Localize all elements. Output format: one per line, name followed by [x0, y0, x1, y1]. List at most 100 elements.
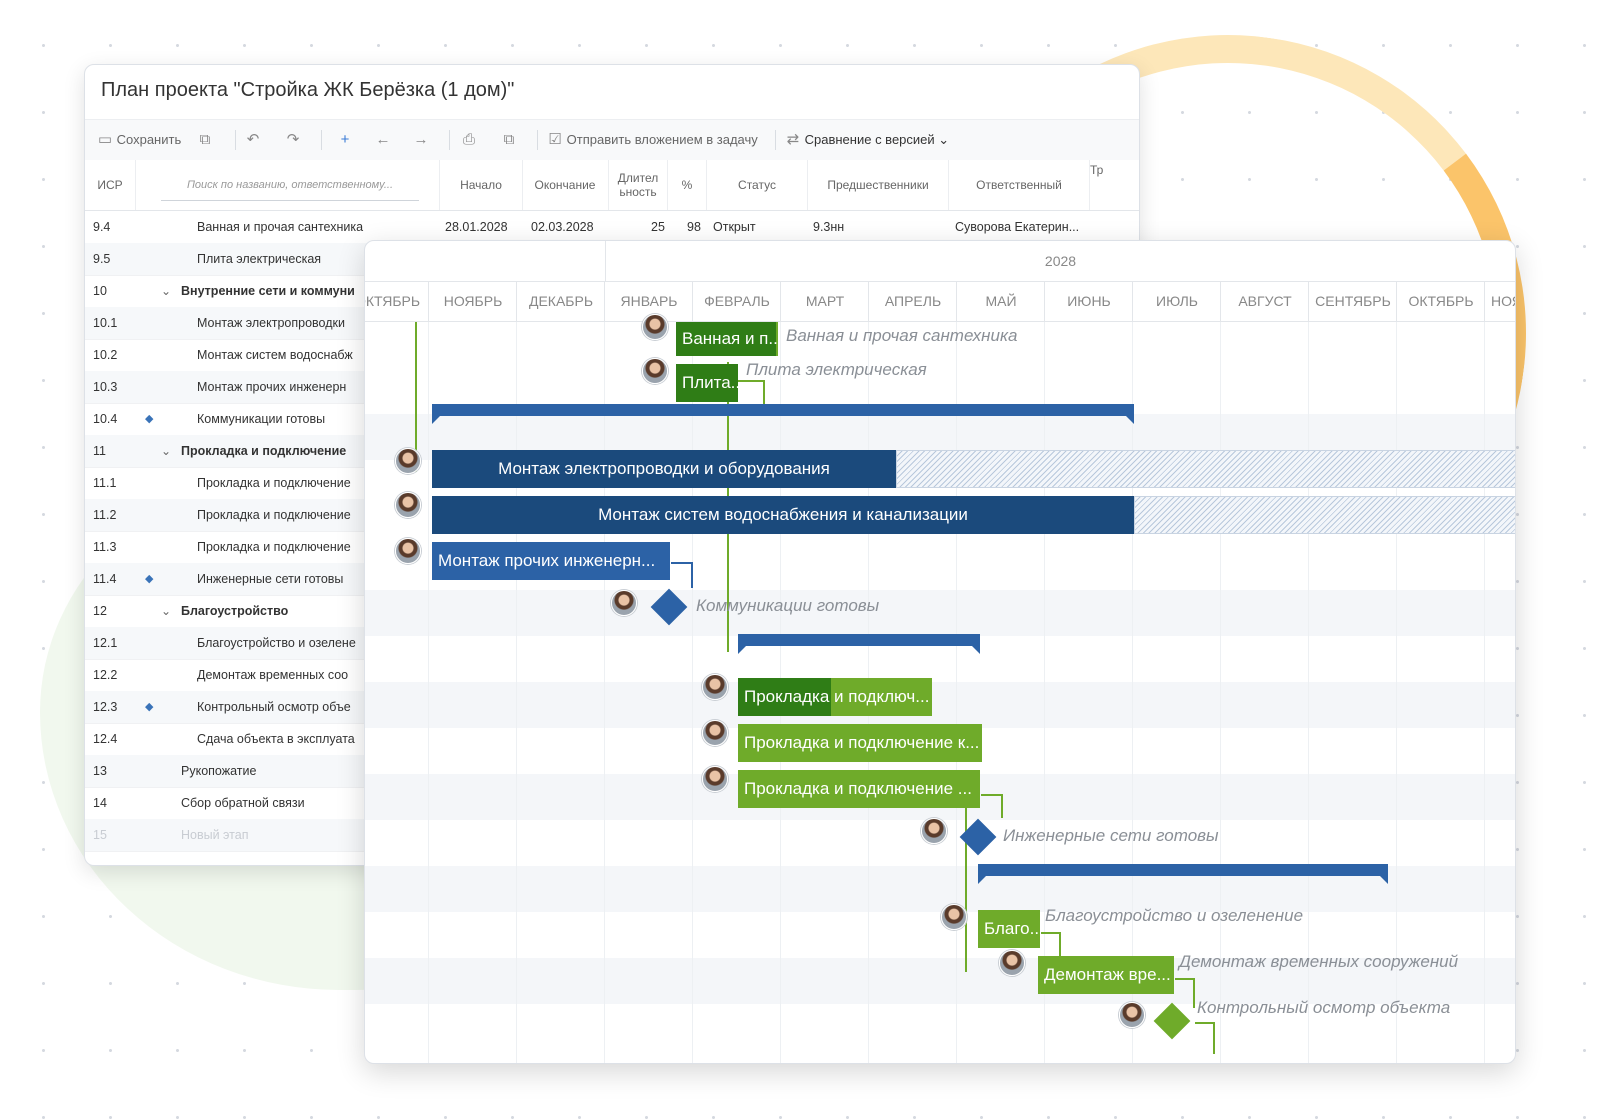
month-label: МАЙ [956, 281, 1045, 321]
gantt-task-bar[interactable]: Демонтаж вре... [1038, 956, 1174, 994]
timeline-month-header: ОКТЯБРЬ НОЯБРЬ ДЕКАБРЬ ЯНВАРЬ ФЕВРАЛЬ МА… [365, 281, 1515, 322]
task-label: Коммуникации готовы [696, 596, 880, 615]
task-label: Ванная и прочая сантехника [786, 326, 1018, 345]
save-button[interactable]: ▭ Сохранить [97, 120, 181, 160]
col-start[interactable]: Начало [439, 160, 523, 210]
month-label: ОКТЯБРЬ [365, 281, 429, 321]
compare-icon: ⇄ [786, 131, 800, 148]
avatar[interactable] [999, 950, 1025, 976]
avatar[interactable] [395, 538, 421, 564]
copy-button[interactable]: ⧉ [197, 120, 213, 160]
grid-line [956, 322, 957, 1063]
toolbar: ▭ Сохранить ⧉ ↶ ↷ + ← → ⎙ ⧉ ☑ Отправить … [85, 119, 1139, 161]
grid-line [1220, 322, 1221, 1063]
dependency-line [415, 322, 417, 472]
avatar[interactable] [395, 492, 421, 518]
export-icon: ⧉ [503, 131, 515, 148]
gantt-task-bar[interactable]: Монтаж прочих инженерн... [432, 542, 670, 580]
summary-bar[interactable] [978, 864, 1388, 884]
gantt-task-bar[interactable]: Плита... [676, 364, 738, 402]
dependency-line [1041, 932, 1061, 964]
avatar[interactable] [611, 590, 637, 616]
toolbar-divider [235, 130, 236, 150]
compare-version-dropdown[interactable]: ⇄ Сравнение с версией ⌄ [785, 120, 950, 160]
gantt-task-bar[interactable]: Прокладка и подключ... [738, 678, 932, 716]
print-button[interactable]: ⎙ [461, 120, 477, 160]
send-attachment-button[interactable]: ☑ Отправить вложением в задачу [547, 120, 758, 160]
outdent-button[interactable]: ← [375, 120, 391, 160]
milestone-diamond[interactable] [1153, 1002, 1191, 1040]
toolbar-divider [775, 130, 776, 150]
grid-line [692, 322, 693, 1063]
redo-icon: ↷ [286, 131, 300, 148]
checkbox-icon: ☑ [548, 131, 562, 148]
milestone-icon: ◆ [145, 701, 154, 713]
copy-icon: ⧉ [199, 131, 211, 148]
task-progress [738, 678, 832, 716]
grid-line [1132, 322, 1133, 1063]
month-label: ИЮНЬ [1044, 281, 1133, 321]
summary-bar[interactable] [738, 634, 980, 654]
milestone-icon: ◆ [145, 413, 154, 425]
window-title: План проекта "Стройка ЖК Берёзка (1 дом)… [101, 79, 515, 101]
dependency-line [671, 562, 693, 588]
search-input[interactable]: Поиск по названию, ответственному... [161, 170, 419, 201]
col-predecessors[interactable]: Предшественники [808, 160, 949, 210]
avatar[interactable] [702, 674, 728, 700]
task-label: Демонтаж временных сооружений [1179, 952, 1459, 971]
save-icon: ▭ [97, 131, 113, 148]
col-status[interactable]: Статус [707, 160, 808, 210]
add-task-button[interactable]: + [337, 120, 353, 160]
toolbar-divider [449, 130, 450, 150]
chevron-down-icon[interactable]: ⌄ [161, 284, 172, 298]
col-duration[interactable]: Длител ьность [609, 160, 668, 210]
col-responsible[interactable]: Ответственный [949, 160, 1090, 210]
grid-band [365, 682, 1515, 728]
chevron-down-icon[interactable]: ⌄ [161, 444, 172, 458]
gantt-task-bar[interactable]: Ванная и п... [676, 322, 778, 356]
month-label: СЕНТЯБРЬ [1308, 281, 1397, 321]
task-remaining-hatch [896, 450, 1515, 488]
grid-line [1308, 322, 1309, 1063]
arrow-left-icon: ← [375, 131, 391, 148]
gantt-task-bar[interactable]: Монтаж электропроводки и оборудования [432, 450, 896, 488]
col-percent[interactable]: % [668, 160, 707, 210]
col-extra[interactable]: Тр [1090, 163, 1104, 177]
month-label: НОЯБРЬ [1484, 281, 1515, 321]
avatar[interactable] [395, 448, 421, 474]
gantt-task-bar[interactable]: Прокладка и подключение ... [738, 770, 980, 808]
plus-icon: + [340, 131, 350, 148]
avatar[interactable] [702, 766, 728, 792]
month-label: МАРТ [780, 281, 869, 321]
export-button[interactable]: ⧉ [501, 120, 517, 160]
avatar[interactable] [921, 818, 947, 844]
gantt-task-bar[interactable]: Благо... [978, 910, 1040, 948]
grid-line [428, 322, 429, 1063]
avatar[interactable] [1119, 1002, 1145, 1028]
month-label: ИЮЛЬ [1132, 281, 1221, 321]
chevron-down-icon[interactable]: ⌄ [161, 604, 172, 618]
avatar[interactable] [702, 720, 728, 746]
grid-line [516, 322, 517, 1063]
indent-button[interactable]: → [413, 120, 429, 160]
summary-bar[interactable] [432, 404, 1134, 424]
month-label: ФЕВРАЛЬ [692, 281, 781, 321]
avatar[interactable] [642, 358, 668, 384]
gantt-grid: Ванная и п... Ванная и прочая сантехника… [365, 314, 1515, 1063]
dependency-line [965, 792, 967, 972]
redo-button[interactable]: ↷ [285, 120, 301, 160]
avatar[interactable] [642, 314, 668, 340]
gantt-task-bar[interactable]: Прокладка и подключение к... [738, 724, 982, 762]
avatar[interactable] [941, 904, 967, 930]
task-progress [676, 322, 776, 356]
chevron-down-icon: ⌄ [938, 132, 950, 147]
toolbar-divider [537, 130, 538, 150]
year-label: 2028 [605, 241, 1515, 281]
task-label: Контрольный осмотр объекта [1197, 998, 1451, 1017]
dependency-line [1195, 1022, 1215, 1054]
task-remaining-hatch [1134, 496, 1515, 534]
col-end[interactable]: Окончание [522, 160, 609, 210]
undo-button[interactable]: ↶ [245, 120, 261, 160]
gantt-task-bar[interactable]: Монтаж систем водоснабжения и канализаци… [432, 496, 1134, 534]
col-wbs[interactable]: ИСР [85, 160, 136, 210]
